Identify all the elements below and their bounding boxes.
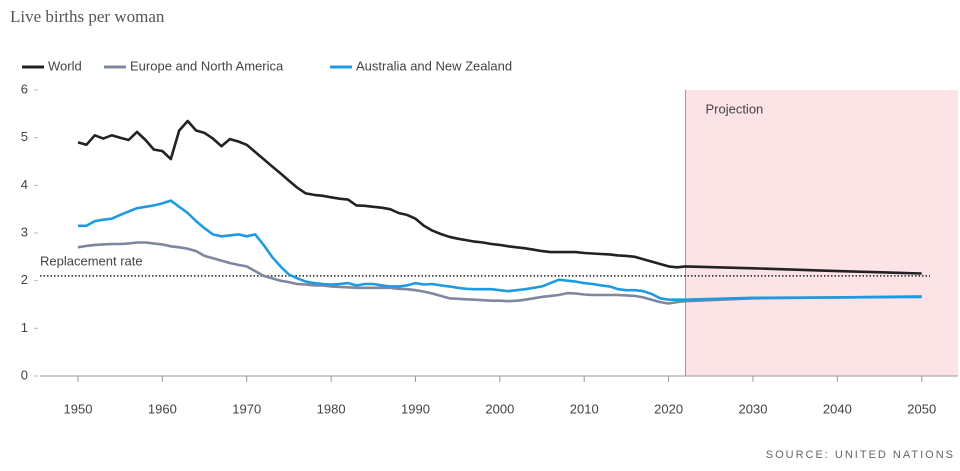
series-line xyxy=(77,241,922,305)
series-line xyxy=(77,119,922,275)
y-tick-label: 5 xyxy=(21,129,28,144)
legend-label: Australia and New Zealand xyxy=(356,58,512,73)
x-tick-label: 1990 xyxy=(401,401,430,416)
y-tick-label: 2 xyxy=(21,272,28,287)
x-tick-label: 2040 xyxy=(823,401,852,416)
y-tick-label: 3 xyxy=(21,224,28,239)
x-tick-label: 2020 xyxy=(654,401,683,416)
x-tick-label: 2030 xyxy=(739,401,768,416)
x-tick-label: 2050 xyxy=(907,401,936,416)
projection-region xyxy=(685,90,958,376)
legend-label: World xyxy=(48,58,82,73)
source: SOURCE: UNITED NATIONS xyxy=(766,449,955,461)
x-tick-label: 2000 xyxy=(485,401,514,416)
chart-title: Live births per woman xyxy=(10,7,165,26)
x-tick-label: 1980 xyxy=(317,401,346,416)
y-tick-label: 4 xyxy=(21,177,28,192)
x-tick-label: 1970 xyxy=(232,401,261,416)
replacement-label: Replacement rate xyxy=(40,253,143,268)
y-tick-label: 6 xyxy=(21,81,28,96)
y-tick-label: 1 xyxy=(21,320,28,335)
projection-label: Projection xyxy=(705,101,763,116)
series-line xyxy=(78,199,922,301)
x-tick-label: 2010 xyxy=(570,401,599,416)
x-tick-label: 1960 xyxy=(148,401,177,416)
legend-label: Europe and North America xyxy=(130,58,284,73)
y-tick-label: 0 xyxy=(21,367,28,382)
x-tick-label: 1950 xyxy=(64,401,93,416)
